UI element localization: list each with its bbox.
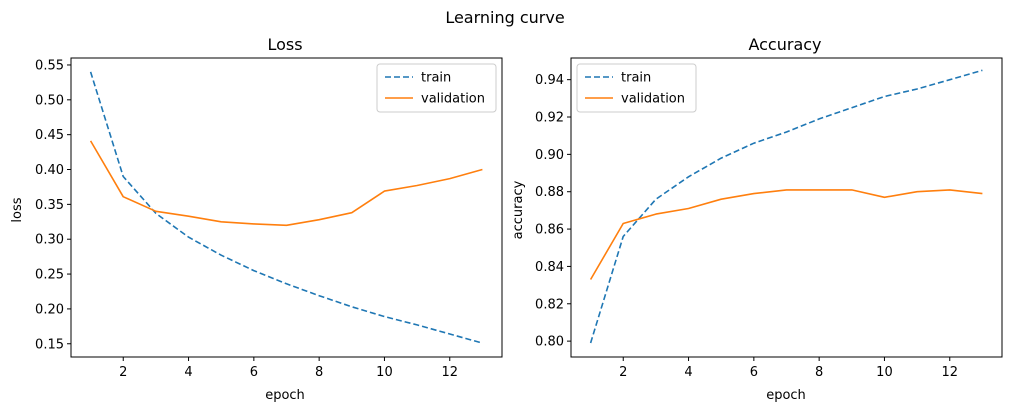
accuracy-chart-ylabel: accuracy: [511, 180, 526, 239]
accuracy-axes-frame: [570, 57, 1003, 358]
accuracy-legend-label-train: train: [621, 71, 651, 86]
loss-ytick-label: 0.25: [35, 268, 64, 283]
loss-ytick-label: 0.45: [35, 128, 64, 143]
loss-xtick-label: 4: [184, 365, 192, 380]
loss-axes-frame: [70, 57, 503, 358]
accuracy-ytick-label: 0.90: [535, 148, 564, 163]
accuracy-chart-xlabel: epoch: [766, 388, 806, 403]
accuracy-xtick-label: 10: [876, 365, 893, 380]
loss-chart-ylabel: loss: [10, 197, 25, 222]
loss-xtick-label: 6: [250, 365, 258, 380]
loss-ytick-label: 0.50: [35, 93, 64, 108]
accuracy-ytick-label: 0.84: [535, 260, 564, 275]
loss-ytick-label: 0.40: [35, 163, 64, 178]
accuracy-chart: Accuracy epoch accuracy 2 4 6 8 10 12 0.80 0.82…: [511, 35, 1003, 403]
loss-ytick-label: 0.15: [35, 337, 64, 352]
loss-ytick-label: 0.35: [35, 198, 64, 213]
accuracy-validation-line: [589, 189, 983, 280]
loss-chart-title: Loss: [267, 35, 302, 54]
loss-legend-box: [376, 63, 497, 113]
accuracy-ytick-label: 0.82: [535, 297, 564, 312]
loss-validation-line: [89, 140, 483, 227]
accuracy-ytick-label: 0.86: [535, 223, 564, 238]
loss-chart: Loss epoch loss 2 4 6 8 10 12 0.15 0.20 0.25 0.30…: [10, 35, 503, 403]
loss-legend-label-validation: validation: [421, 92, 485, 107]
accuracy-xtick-label: 8: [815, 365, 823, 380]
accuracy-ytick-label: 0.80: [535, 335, 564, 350]
accuracy-xtick-label: 4: [684, 365, 692, 380]
loss-ytick-label: 0.55: [35, 58, 64, 73]
loss-legend: train validation: [376, 63, 497, 113]
accuracy-chart-title: Accuracy: [748, 35, 821, 54]
loss-xtick-label: 12: [441, 365, 458, 380]
accuracy-ytick-label: 0.92: [535, 111, 564, 126]
accuracy-ytick-label: 0.94: [535, 73, 564, 88]
loss-xtick-label: 8: [315, 365, 323, 380]
loss-ytick-label: 0.30: [35, 233, 64, 248]
accuracy-xtick-label: 6: [750, 365, 758, 380]
accuracy-ytick-label: 0.88: [535, 185, 564, 200]
loss-ytick-label: 0.20: [35, 302, 64, 317]
loss-legend-label-train: train: [421, 71, 451, 86]
loss-train-line: [89, 71, 483, 344]
accuracy-train-line: [589, 69, 983, 344]
figure-suptitle: Learning curve: [445, 8, 564, 27]
loss-xtick-label: 2: [119, 365, 127, 380]
accuracy-legend-box: [576, 63, 697, 113]
loss-chart-xlabel: epoch: [265, 388, 305, 403]
accuracy-xtick-label: 12: [941, 365, 958, 380]
accuracy-legend: train validation: [576, 63, 697, 113]
accuracy-xtick-label: 2: [619, 365, 627, 380]
loss-xtick-label: 10: [376, 365, 393, 380]
accuracy-legend-label-validation: validation: [621, 92, 685, 107]
